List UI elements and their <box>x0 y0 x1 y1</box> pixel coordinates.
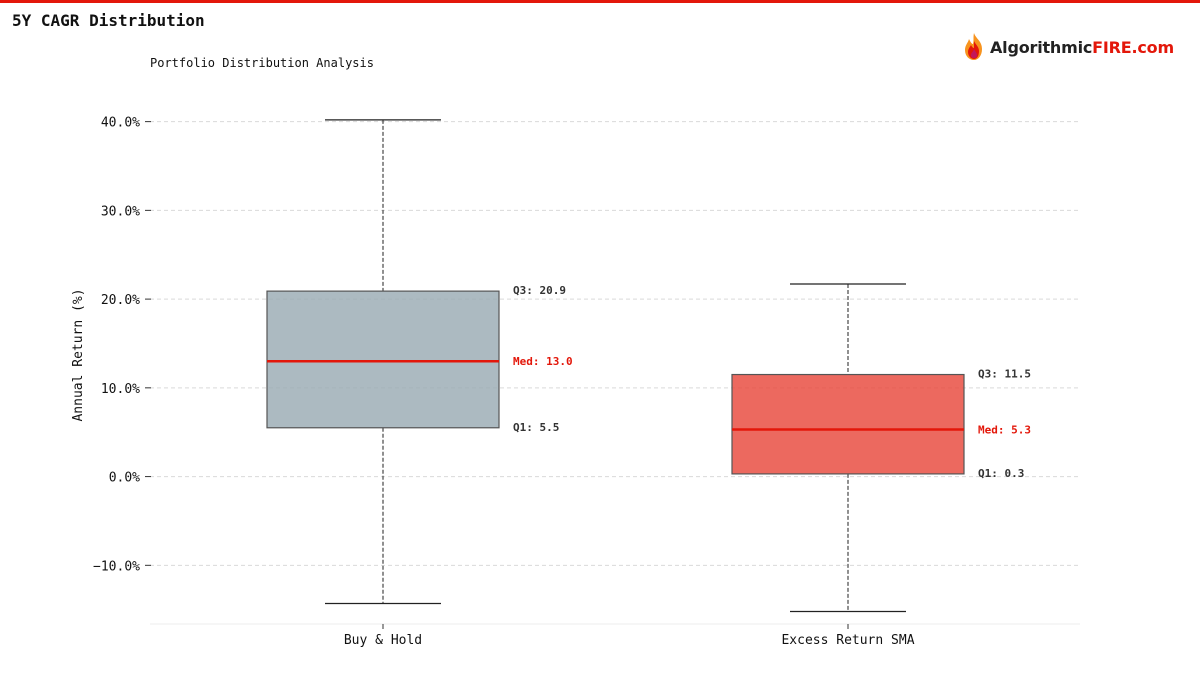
y-tick-label: 0.0% <box>109 471 140 486</box>
q1-label: Q1: 0.3 <box>978 467 1024 480</box>
chart-subtitle: Portfolio Distribution Analysis <box>150 56 374 70</box>
q1-label: Q1: 5.5 <box>513 421 559 434</box>
brand-logo: AlgorithmicFIRE.com <box>962 32 1174 62</box>
box-group: Q3: 11.5 Med: 5.3 Q1: 0.3 <box>731 283 1031 613</box>
median-label: Med: 13.0 <box>513 355 573 368</box>
y-tick-label: 20.0% <box>101 293 140 308</box>
y-tick-label: 30.0% <box>101 204 140 219</box>
y-axis: −10.0% 0.0% 10.0% 20.0% 30.0% 40.0% <box>93 116 151 574</box>
y-tick-label: 10.0% <box>101 382 140 397</box>
iqr-box <box>266 290 500 429</box>
x-category-label: Buy & Hold <box>344 633 422 648</box>
y-tick-label: −10.0% <box>93 559 140 574</box>
brand-wordmark: AlgorithmicFIRE.com <box>990 38 1174 57</box>
box-group: Q3: 20.9 Med: 13.0 Q1: 5.5 <box>266 119 573 605</box>
y-tick-label: 40.0% <box>101 116 140 131</box>
y-axis-label: Annual Return (%) <box>71 288 86 421</box>
x-axis: Buy & Hold Excess Return SMA <box>150 623 1080 648</box>
brand-prefix: Algorithmic <box>990 37 1093 57</box>
top-accent-bar <box>0 0 1200 3</box>
brand-accent: FIRE.com <box>1092 37 1174 57</box>
median-label: Med: 5.3 <box>978 424 1031 437</box>
iqr-box <box>731 373 965 475</box>
flame-icon <box>965 33 982 60</box>
q3-label: Q3: 11.5 <box>978 368 1031 381</box>
q3-label: Q3: 20.9 <box>513 284 566 297</box>
x-category-label: Excess Return SMA <box>781 633 914 648</box>
page-title: 5Y CAGR Distribution <box>12 11 205 30</box>
boxes-layer: Q3: 20.9 Med: 13.0 Q1: 5.5 Q3: 11.5 Med: 5.3… <box>266 119 1031 613</box>
